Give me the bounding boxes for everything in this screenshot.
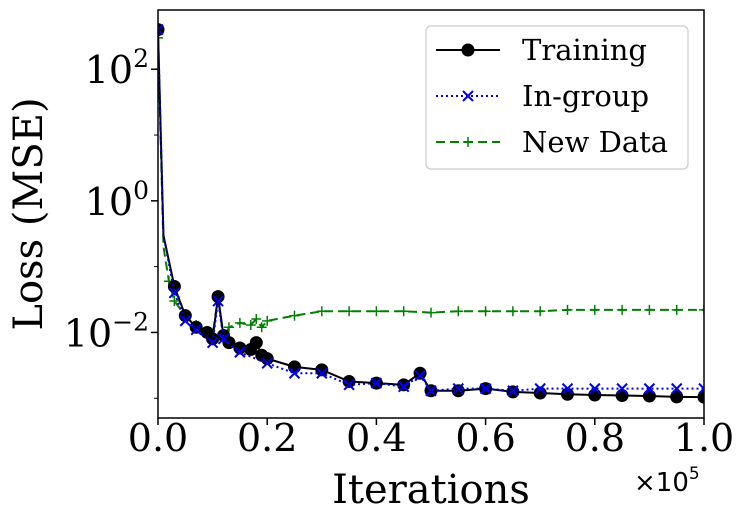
series-in-group-point xyxy=(507,385,519,397)
series-new-data-point xyxy=(158,32,163,43)
y-axis-title: Loss (MSE) xyxy=(6,97,52,330)
series-new-data-point xyxy=(256,322,267,333)
x-tick-label: 0.4 xyxy=(346,416,406,460)
series-in-group-point xyxy=(452,382,465,395)
x-tick-label: 0.8 xyxy=(565,416,625,460)
series-new-data-point xyxy=(371,306,382,317)
series-in-group-point xyxy=(212,295,224,307)
series-new-data-point xyxy=(644,304,655,315)
plot-frame xyxy=(157,9,705,419)
series-new-data-point xyxy=(671,304,682,315)
series-training-point xyxy=(413,366,427,380)
legend-label: In-group xyxy=(522,79,649,113)
series-new-data-point xyxy=(562,304,573,315)
series-new-data-point xyxy=(223,322,234,333)
series-in-group-point xyxy=(616,382,628,395)
series-new-data-point xyxy=(251,314,262,325)
series-in-group-point xyxy=(561,382,574,395)
series-in-group-point xyxy=(670,382,683,395)
series-new-data-point xyxy=(699,304,704,315)
legend-marker xyxy=(462,90,474,102)
series-new-data-point xyxy=(535,306,546,317)
series-training-point xyxy=(615,389,629,403)
series-training-point xyxy=(167,279,181,293)
series-in-group-point xyxy=(288,367,301,379)
series-new-data-point xyxy=(453,306,464,317)
y-tick-label: 10−2 xyxy=(64,307,149,355)
series-new-data-point xyxy=(289,310,300,321)
series-training-point xyxy=(642,389,656,403)
y-tick-label: 100 xyxy=(85,176,149,224)
series-training-point xyxy=(533,386,547,400)
x-axis-title: Iterations xyxy=(332,467,530,513)
series-in-group-point xyxy=(479,382,492,395)
series-in-group-point xyxy=(168,287,181,299)
series-in-group-point xyxy=(425,385,437,397)
series-new-data-point xyxy=(344,306,355,317)
series-in-group-point xyxy=(234,346,246,358)
series-new-data-point xyxy=(507,306,518,317)
legend: Training In-group New Data xyxy=(425,25,689,170)
series-new-data-point xyxy=(234,317,245,328)
y-tick-label: 102 xyxy=(85,44,149,92)
series-in-group-point xyxy=(534,382,546,395)
series-training-point xyxy=(342,374,356,388)
series-training-point xyxy=(288,360,301,374)
series-in-group-point xyxy=(643,382,656,395)
legend-entry-new-data: New Data xyxy=(436,125,668,159)
series-in-group-point xyxy=(190,324,202,336)
legend-label: Training xyxy=(522,33,647,67)
series-in-group-point xyxy=(370,377,383,389)
plot-marks xyxy=(158,23,704,404)
series-in-group-point xyxy=(698,382,704,395)
series-new-data-point xyxy=(426,307,436,318)
series-in-group-point xyxy=(316,367,328,379)
series-new-data-point xyxy=(169,296,180,307)
series-new-data-point xyxy=(245,319,256,330)
series-in-group-point xyxy=(589,382,601,395)
series-training-point xyxy=(451,384,465,398)
legend-marker xyxy=(461,43,475,57)
x-tick-label: 0.2 xyxy=(237,416,297,460)
series-new-data-point xyxy=(398,306,409,317)
series-in-group xyxy=(158,23,704,397)
series-training-point xyxy=(670,390,684,404)
legend-entry-training: Training xyxy=(436,33,647,67)
legend-marker xyxy=(463,137,473,147)
legend-entry-in-group: In-group xyxy=(436,79,649,113)
series-training-point xyxy=(397,378,411,392)
series-new-data-point xyxy=(589,304,600,315)
series-in-group-point xyxy=(261,357,273,369)
series-training-point xyxy=(315,363,329,377)
legend-box xyxy=(425,25,689,170)
series-training-point xyxy=(588,388,602,402)
series-new-data-point xyxy=(316,306,327,317)
x-tick-label: 1.0 xyxy=(674,416,734,460)
series-training-point xyxy=(561,387,574,401)
series-in-group-point xyxy=(397,380,410,393)
series-in-group-point xyxy=(206,336,219,349)
legend-label: New Data xyxy=(522,125,668,159)
x-tick-label: 0.0 xyxy=(128,416,188,460)
series-in-group-point xyxy=(158,23,164,36)
series-training-point xyxy=(158,23,165,37)
series-area xyxy=(158,23,704,404)
series-in-group-point xyxy=(179,315,192,327)
series-training-point xyxy=(211,290,225,304)
axis-ticks: 0.0 0.2 0.4 0.6 0.8 1.0 102 100 10−2 xyxy=(64,44,734,460)
series-training-point xyxy=(189,320,203,334)
series-in-group-point xyxy=(414,370,426,382)
x-tick-label: 0.6 xyxy=(455,416,515,460)
series-training-point xyxy=(249,336,263,350)
series-new-data-point xyxy=(617,304,628,315)
x-axis-offset-label: ×105 xyxy=(634,464,700,498)
series-new-data-point xyxy=(262,315,273,326)
series-in-group-point xyxy=(343,379,355,391)
series-in-group-point xyxy=(217,333,230,345)
series-new-data-point xyxy=(480,306,491,317)
